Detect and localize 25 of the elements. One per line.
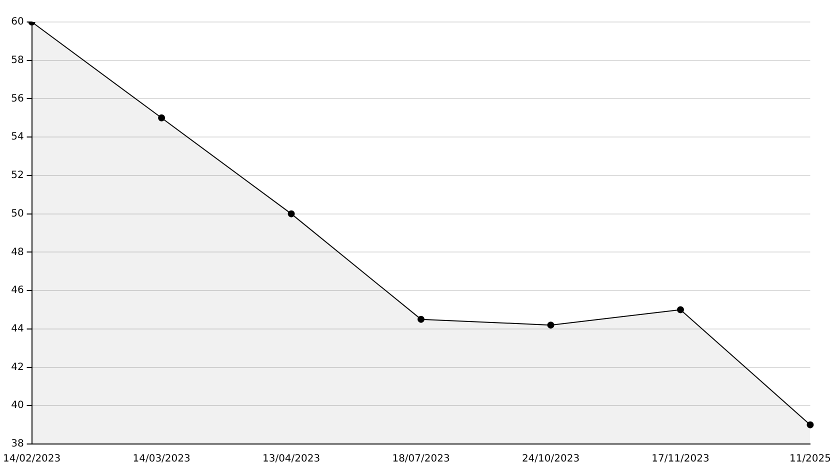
x-tick-label: 17/11/2023 [652, 454, 710, 465]
x-tick-label: 24/10/2023 [522, 454, 580, 465]
y-tick-label: 46 [11, 285, 24, 296]
y-tick-label: 54 [11, 132, 24, 143]
y-tick-label: 52 [11, 170, 24, 182]
point [418, 316, 425, 323]
point [676, 306, 684, 314]
y-tick-label: 56 [11, 93, 24, 104]
x-tick-label: 13/04/2023 [262, 454, 320, 465]
y-tick-label: 38 [11, 438, 24, 450]
y-tick-label: 58 [11, 54, 24, 66]
point [547, 322, 554, 329]
point [288, 210, 295, 218]
point [158, 114, 166, 122]
y-tick-label: 60 [11, 16, 24, 28]
x-tick-label: 14/03/2023 [132, 454, 190, 465]
x-tick-label: 14/02/2023 [3, 454, 61, 465]
x-tick-label: 11/2025 [789, 454, 831, 465]
y-tick-label: 44 [11, 324, 24, 335]
y-tick-label: 50 [11, 208, 24, 220]
y-tick-label: 40 [11, 400, 24, 412]
x-tick-label: 18/07/2023 [392, 454, 450, 465]
y-tick-label: 48 [11, 246, 24, 258]
y-tick-label: 42 [11, 362, 24, 373]
point [806, 421, 814, 428]
